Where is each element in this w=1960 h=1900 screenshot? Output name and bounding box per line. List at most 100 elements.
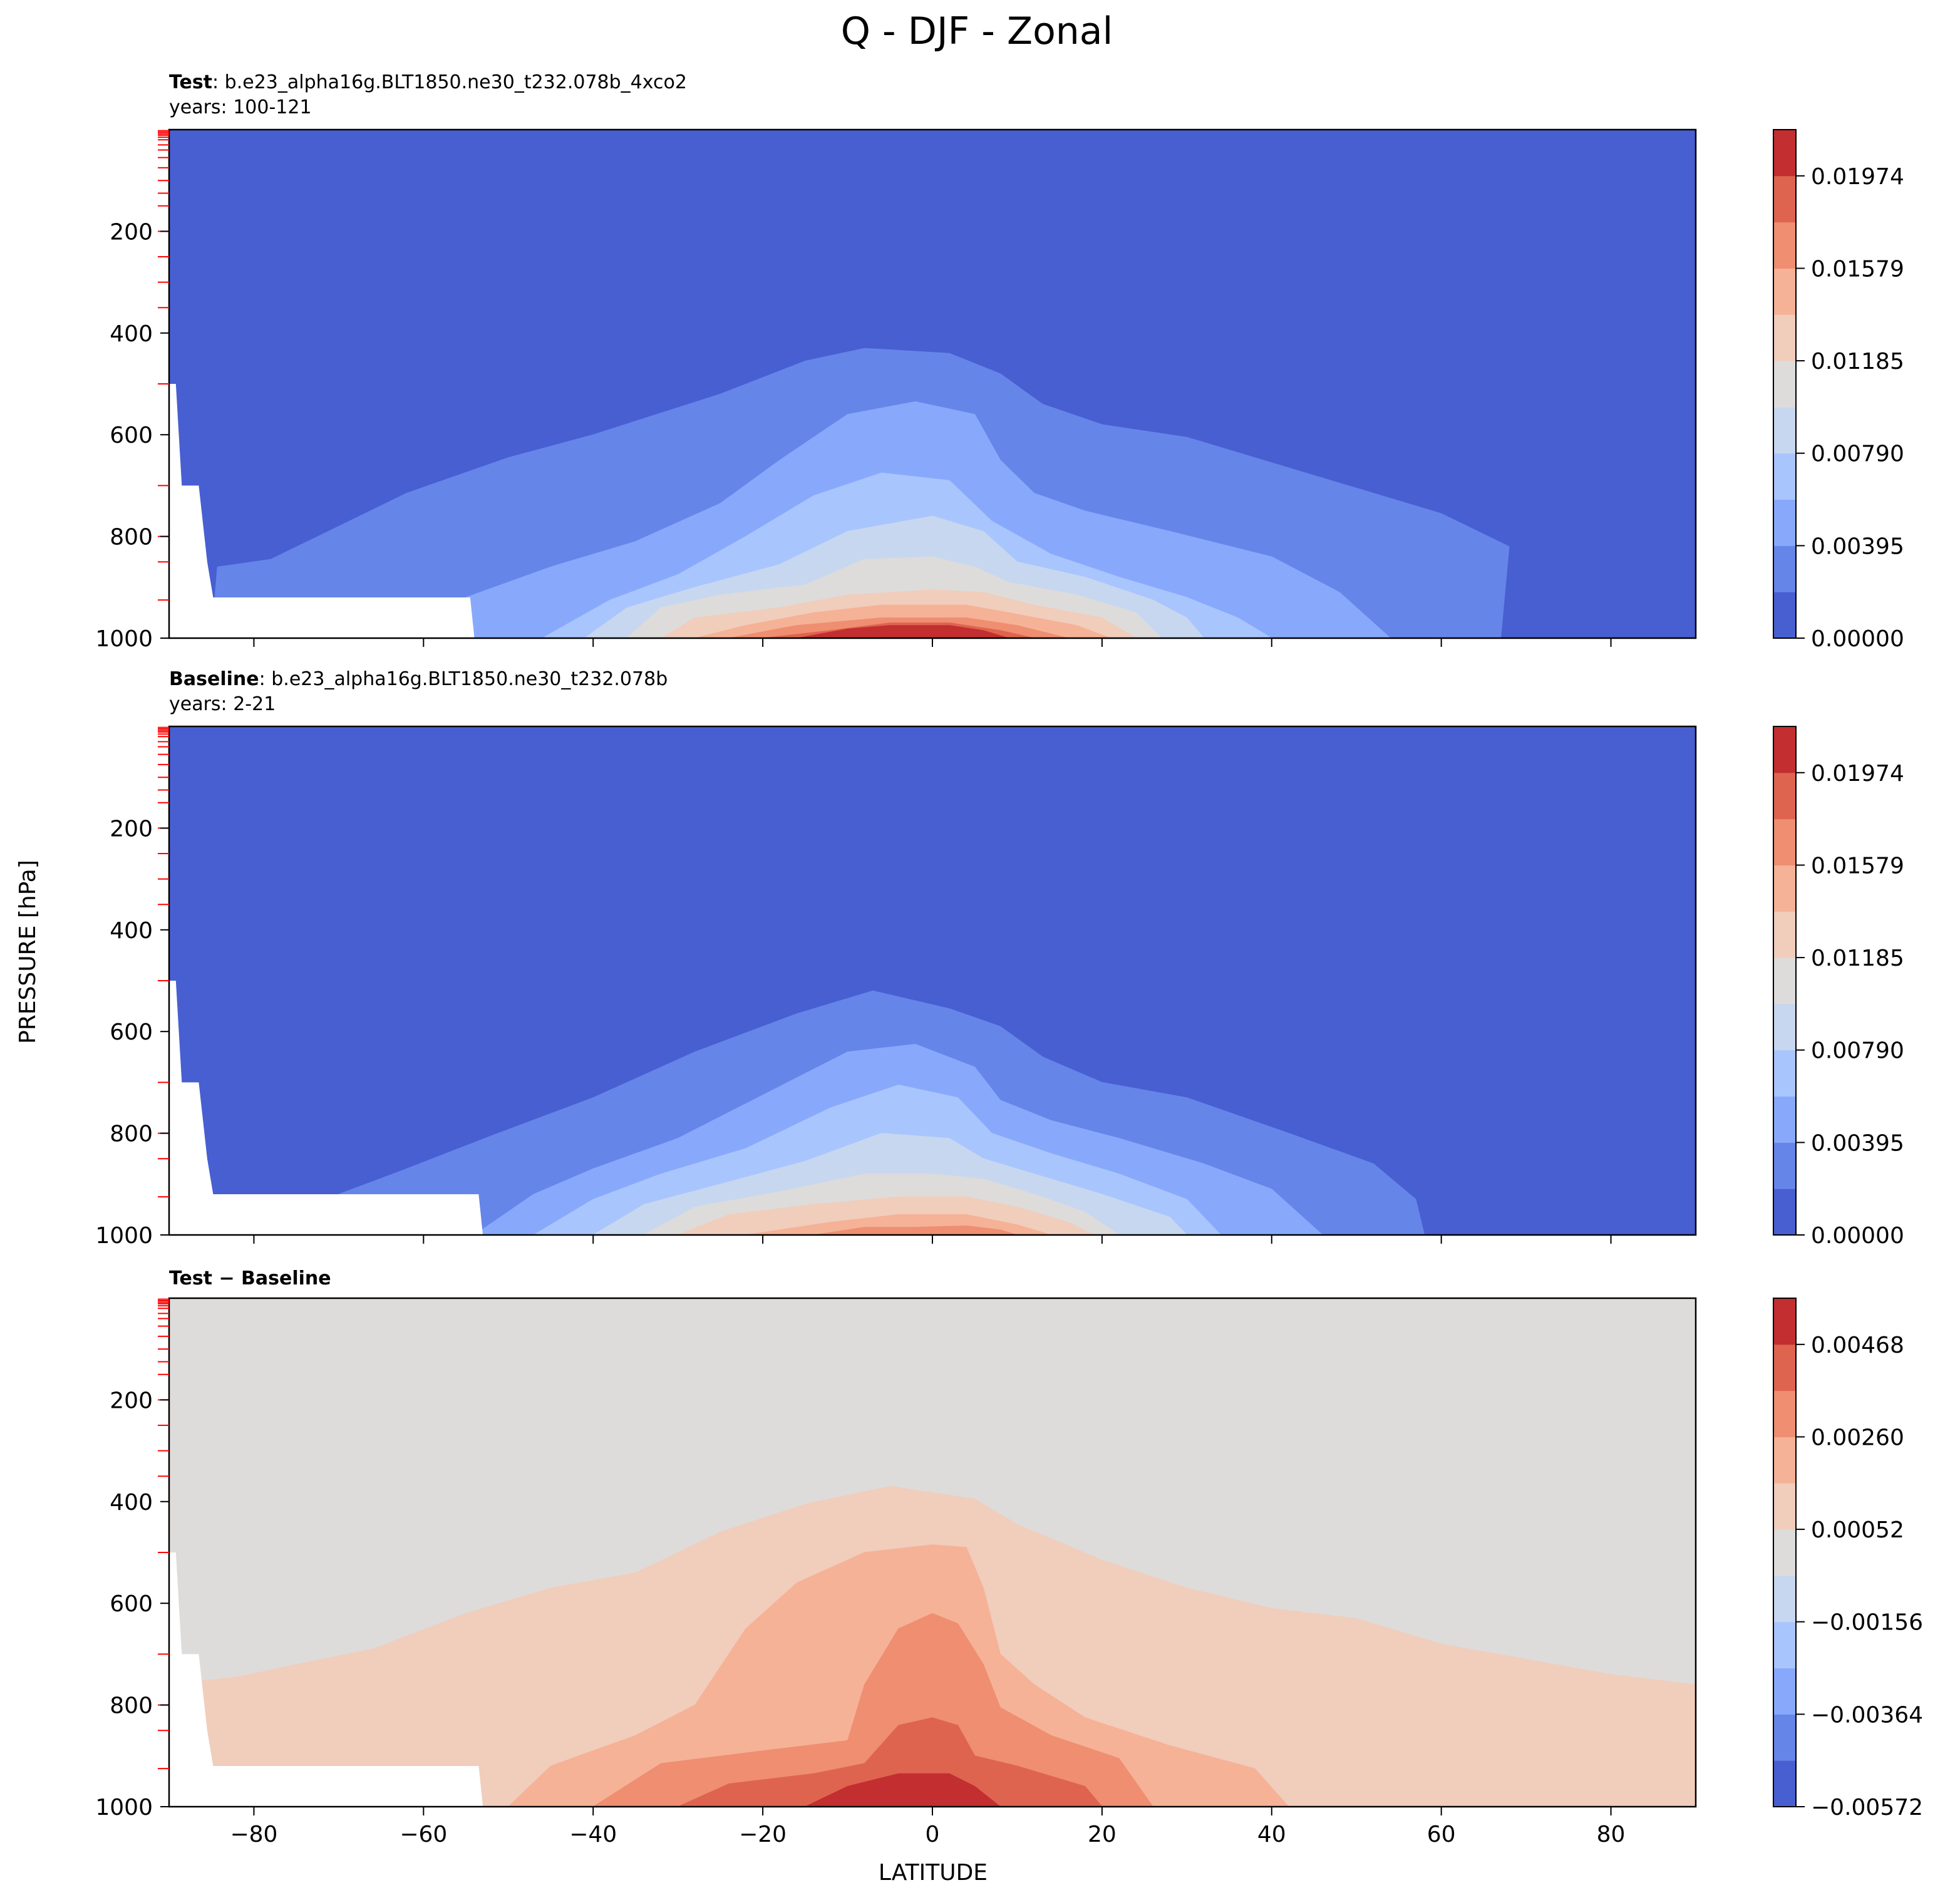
- y-tick-label: 1000: [95, 626, 153, 652]
- colorbar-tick-label: −0.00156: [1811, 1610, 1923, 1636]
- colorbar-segment: [1773, 175, 1796, 223]
- terrain-mask: [169, 1552, 483, 1807]
- contour-band-level-10: [805, 1773, 1001, 1807]
- colorbar-segment: [1773, 1575, 1796, 1623]
- plot-area: [169, 1298, 1696, 1807]
- y-tick-label: 800: [110, 1122, 153, 1147]
- colorbar-segment: [1773, 1298, 1796, 1345]
- colorbar-segment: [1773, 726, 1796, 773]
- panel-title-rest: : b.e23_alpha16g.BLT1850.ne30_t232.078b: [259, 668, 668, 690]
- colorbar-segment: [1773, 1483, 1796, 1530]
- y-tick-label: 400: [110, 1490, 153, 1515]
- colorbar-tick-label: 0.00790: [1811, 1038, 1904, 1064]
- colorbar: 0.00000 0.00395 0.00790 0.01185 0.01579 0.019…: [1773, 726, 1904, 1249]
- panel-title-bold: Baseline: [169, 668, 259, 690]
- colorbar-segment: [1773, 314, 1796, 361]
- contour-band-level-9: [678, 1717, 1103, 1807]
- x-tick-label: −20: [739, 1822, 787, 1847]
- colorbar-segment: [1773, 130, 1796, 177]
- colorbar-segment: [1773, 958, 1796, 1004]
- colorbar-segment: [1773, 1142, 1796, 1189]
- colorbar-frame: [1773, 726, 1797, 1236]
- colorbar-segment: [1773, 545, 1796, 592]
- y-tick-label: 200: [110, 219, 153, 245]
- colorbar-tick-label: 0.01579: [1811, 853, 1904, 879]
- colorbar-segment: [1773, 1529, 1796, 1576]
- colorbar-segment: [1773, 772, 1796, 820]
- panel-test: Test: b.e23_alpha16g.BLT1850.ne30_t232.0…: [95, 71, 1904, 652]
- colorbar-segment: [1773, 592, 1796, 639]
- colorbar-segment: [1773, 1189, 1796, 1236]
- panel-title-rest: : b.e23_alpha16g.BLT1850.ne30_t232.078b_…: [212, 71, 687, 93]
- colorbar-tick-label: 0.00395: [1811, 534, 1904, 559]
- y-tick-label: 600: [110, 1020, 153, 1045]
- x-axis-label: LATITUDE: [879, 1860, 988, 1886]
- colorbar-segment: [1773, 222, 1796, 269]
- colorbar-segment: [1773, 268, 1796, 315]
- colorbar-tick-label: 0.01185: [1811, 349, 1904, 374]
- colorbar-segment: [1773, 453, 1796, 500]
- colorbar: −0.00572 −0.00364 −0.00156 0.00052 0.00260 0.…: [1773, 1298, 1923, 1820]
- colorbar-tick-label: −0.00364: [1811, 1702, 1923, 1728]
- colorbar-tick-label: 0.01579: [1811, 256, 1904, 282]
- colorbar-frame: [1773, 129, 1797, 639]
- x-tick-label: 80: [1597, 1822, 1626, 1847]
- colorbar-segment: [1773, 1390, 1796, 1437]
- colorbar-tick-label: 0.01974: [1811, 164, 1904, 190]
- panel-title-bold: Test: [169, 71, 212, 93]
- x-tick-label: −40: [569, 1822, 617, 1847]
- y-tick-label: 1000: [95, 1795, 153, 1820]
- contour-band-level-8: [592, 1613, 1153, 1807]
- colorbar-segment: [1773, 1621, 1796, 1669]
- colorbar-frame: [1773, 1298, 1797, 1807]
- panel-title-bold: Test − Baseline: [169, 1268, 331, 1289]
- colorbar-tick-label: 0.00260: [1811, 1425, 1904, 1450]
- x-tick-label: −80: [230, 1822, 277, 1847]
- y-tick-label: 600: [110, 1591, 153, 1617]
- panel-baseline: Baseline: b.e23_alpha16g.BLT1850.ne30_t2…: [95, 668, 1904, 1249]
- y-tick-label: 800: [110, 525, 153, 550]
- y-tick-label: 400: [110, 321, 153, 347]
- figure-title: Q - DJF - Zonal: [841, 9, 1113, 53]
- y-tick-label: 800: [110, 1693, 153, 1719]
- colorbar-segment: [1773, 1003, 1796, 1051]
- colorbar-segment: [1773, 1714, 1796, 1761]
- colorbar: 0.00000 0.00395 0.00790 0.01185 0.01579 0.019…: [1773, 129, 1904, 652]
- colorbar-tick-label: 0.00052: [1811, 1517, 1904, 1543]
- colorbar-segment: [1773, 1668, 1796, 1715]
- colorbar-tick-label: 0.00000: [1811, 626, 1904, 652]
- contour-band-level-6: [1577, 1794, 1696, 1807]
- colorbar-tick-label: 0.01185: [1811, 946, 1904, 971]
- y-tick-label: 200: [110, 816, 153, 842]
- terrain-mask: [169, 981, 483, 1235]
- colorbar-segment: [1773, 865, 1796, 912]
- x-tick-label: 20: [1088, 1822, 1117, 1847]
- colorbar-segment: [1773, 911, 1796, 958]
- panel-subtitle: years: 100-121: [169, 96, 312, 118]
- terrain-mask: [169, 384, 475, 638]
- colorbar-segment: [1773, 818, 1796, 865]
- x-tick-label: 40: [1257, 1822, 1286, 1847]
- plot-area: [169, 130, 1696, 638]
- y-axis-label: PRESSURE [hPa]: [15, 860, 41, 1044]
- colorbar-segment: [1773, 1760, 1796, 1807]
- contour-band-level-10: [797, 625, 1009, 638]
- y-tick-label: 200: [110, 1388, 153, 1413]
- colorbar-tick-label: 0.00790: [1811, 441, 1904, 467]
- panel-title: Test: b.e23_alpha16g.BLT1850.ne30_t232.0…: [169, 71, 687, 93]
- y-tick-label: 1000: [95, 1223, 153, 1249]
- y-tick-label: 600: [110, 423, 153, 448]
- colorbar-tick-label: 0.00468: [1811, 1333, 1904, 1358]
- x-tick-label: 0: [926, 1822, 940, 1847]
- contour-band-level-8: [813, 1225, 1018, 1235]
- colorbar-tick-label: −0.00572: [1811, 1795, 1923, 1820]
- colorbar-segment: [1773, 1050, 1796, 1097]
- colorbar-tick-label: 0.00395: [1811, 1130, 1904, 1156]
- colorbar-segment: [1773, 1344, 1796, 1391]
- colorbar-segment: [1773, 1437, 1796, 1484]
- x-tick-label: 60: [1427, 1822, 1456, 1847]
- panel-title: Baseline: b.e23_alpha16g.BLT1850.ne30_t2…: [169, 668, 668, 690]
- colorbar-segment: [1773, 499, 1796, 546]
